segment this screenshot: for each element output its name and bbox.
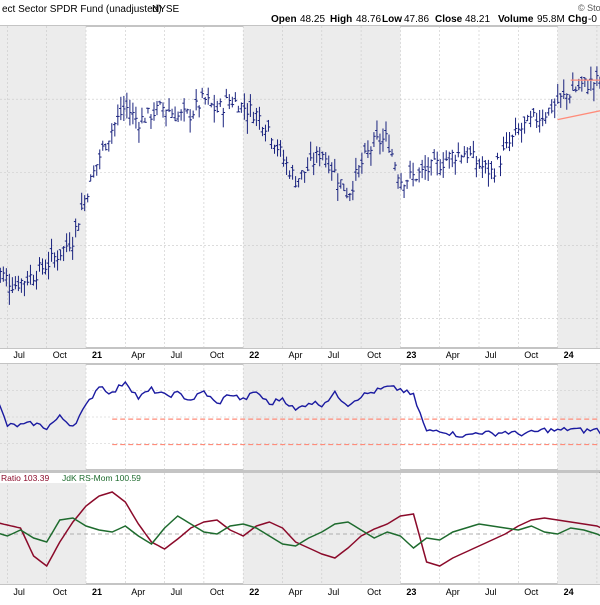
x-tick-label: Apr xyxy=(446,587,460,597)
x-tick-label: Oct xyxy=(524,587,539,597)
high-value: 48.76 xyxy=(356,14,381,25)
x-tick-label: 21 xyxy=(92,350,102,360)
relative-strength-line xyxy=(0,380,600,446)
year-band xyxy=(0,26,86,348)
rrg-lines xyxy=(0,491,600,568)
x-tick-label: 23 xyxy=(406,350,416,360)
close-label: Close xyxy=(435,14,463,25)
x-tick-label: Apr xyxy=(289,587,303,597)
x-tick-label: Oct xyxy=(210,587,225,597)
x-tick-label: Jul xyxy=(485,350,497,360)
close-value: 48.21 xyxy=(465,14,490,25)
trendlines xyxy=(557,79,600,121)
volume-value: 95.8M xyxy=(537,14,565,25)
price-bars xyxy=(0,66,600,305)
x-tick-label: Jul xyxy=(13,350,25,360)
high-label: High xyxy=(330,14,352,25)
momentum-label: JdK RS-Mom 100.59 xyxy=(62,473,141,483)
chg-label: Chg xyxy=(568,14,587,25)
x-tick-label: Oct xyxy=(210,350,225,360)
x-tick-label: 22 xyxy=(249,350,259,360)
x-tick-label: Oct xyxy=(53,350,68,360)
x-tick-label: 21 xyxy=(92,587,102,597)
open-label: Open xyxy=(271,14,297,25)
momentum-line xyxy=(0,515,600,549)
low-value: 47.86 xyxy=(404,14,429,25)
year-band xyxy=(557,26,600,348)
x-tick-label: Jul xyxy=(328,350,340,360)
legend-bg xyxy=(0,473,146,483)
x-tick-label: Apr xyxy=(289,350,303,360)
watermark: © Sto xyxy=(578,3,600,13)
x-tick-label: 24 xyxy=(564,350,574,360)
open-value: 48.25 xyxy=(300,14,325,25)
x-tick-label: Jul xyxy=(328,587,340,597)
chart-title: ect Sector SPDR Fund (unadjusted) xyxy=(2,4,162,15)
x-tick-label: 22 xyxy=(249,587,259,597)
trendline xyxy=(557,110,600,121)
volume-label: Volume xyxy=(498,14,534,25)
ratio-label: Ratio 103.39 xyxy=(1,473,49,483)
exchange-label: NYSE xyxy=(152,4,180,15)
x-tick-label: Oct xyxy=(367,350,382,360)
ratio-line xyxy=(0,491,600,568)
x-tick-label: Jul xyxy=(485,587,497,597)
x-tick-label: Apr xyxy=(131,350,145,360)
chg-value: -0 xyxy=(588,14,597,25)
x-tick-label: Oct xyxy=(367,587,382,597)
x-tick-label: Oct xyxy=(524,350,539,360)
x-tick-label: Oct xyxy=(53,587,68,597)
x-axis-labels: Jul Oct 21 Apr Jul Oct 22 Apr Jul Oct 23 Apr Jul Oct 2… xyxy=(13,350,574,360)
year-band xyxy=(0,364,86,470)
x-tick-label: Jul xyxy=(13,587,25,597)
x-tick-label: Jul xyxy=(171,350,183,360)
x-axis-labels-bottom: Jul Oct 21 Apr Jul Oct 22 Apr Jul Oct 23 Apr Jul Oct 2… xyxy=(13,587,574,597)
x-tick-label: 23 xyxy=(406,587,416,597)
x-tick-label: Apr xyxy=(446,350,460,360)
indicator-legend: Ratio 103.39 JdK RS-Mom 100.59 xyxy=(0,473,146,483)
x-tick-label: 24 xyxy=(564,587,574,597)
low-label: Low xyxy=(382,14,402,25)
x-tick-label: Apr xyxy=(131,587,145,597)
year-band xyxy=(0,473,86,584)
x-tick-label: Jul xyxy=(171,587,183,597)
rs-line xyxy=(0,380,600,438)
